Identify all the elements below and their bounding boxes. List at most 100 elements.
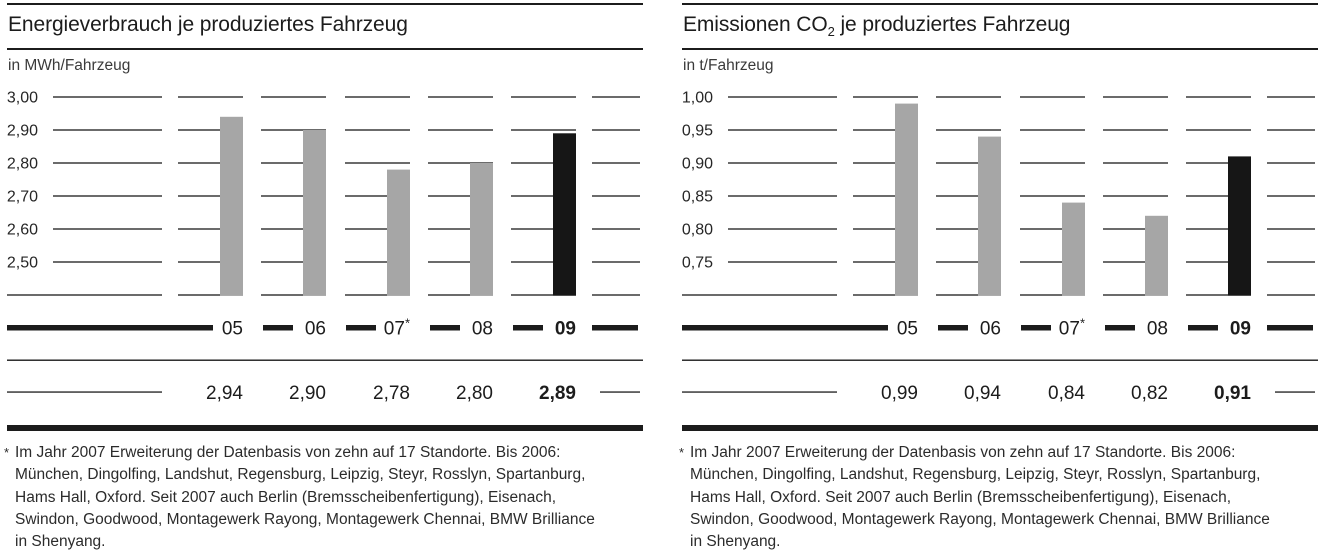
value-row-end-dash [1275, 391, 1315, 393]
y-tick-label: 2,70 [7, 188, 38, 205]
value-label-06: 0,94 [964, 383, 1001, 404]
separator-rule [7, 359, 643, 361]
value-label-09: 2,89 [539, 383, 576, 404]
bar-05 [220, 116, 243, 296]
footnote-top-bar [7, 424, 643, 431]
y-tick-label: 2,60 [7, 221, 38, 238]
year-axis-dash [346, 324, 376, 331]
co2-bar-chart: 1,00 0,95 0,90 0,85 0,80 0,75 05 06 07* 08 09 0,99 0… [682, 89, 1318, 431]
footnote-top-bar [682, 424, 1318, 431]
gridline [728, 261, 1315, 263]
footnote-line: Im Jahr 2007 Erweiterung der Datenbasis … [15, 443, 561, 461]
year-axis-dash [1021, 324, 1051, 331]
year-axis-dash [430, 324, 460, 331]
value-label-09: 0,91 [1214, 383, 1251, 404]
value-label-07: 0,84 [1048, 383, 1085, 404]
year-footnote-marker: * [1080, 315, 1085, 330]
year-axis-lead-line [682, 324, 888, 331]
year-axis-dash [1105, 324, 1135, 331]
year-axis-dash [938, 324, 968, 331]
year-label-05: 05 [897, 318, 918, 339]
footnote-line: München, Dingolfing, Landshut, Regensbur… [15, 466, 586, 484]
value-label-06: 2,90 [289, 383, 326, 404]
y-tick-label: 2,80 [7, 155, 38, 172]
gridline [53, 162, 640, 164]
bar-08 [470, 162, 493, 296]
value-label-07: 2,78 [373, 383, 410, 404]
y-tick-label: 0,85 [682, 188, 713, 205]
year-axis-dash [263, 324, 293, 331]
gridline [728, 228, 1315, 230]
gridline [728, 162, 1315, 164]
year-label-05: 05 [222, 318, 243, 339]
y-tick-label: 3,00 [7, 89, 38, 106]
axis-unit-label: in MWh/Fahrzeug [8, 56, 131, 74]
chart-panel-energy-consumption: Energieverbrauch je produziertes Fahrzeu… [0, 0, 645, 554]
footnote-asterisk: * [4, 444, 10, 460]
value-label-05: 2,94 [206, 383, 243, 404]
value-row-end-dash [600, 391, 640, 393]
value-row-lead-line [682, 391, 837, 393]
y-tick-label: 0,90 [682, 155, 713, 172]
gridline [728, 96, 1315, 98]
footnote-line: Hams Hall, Oxford. Seit 2007 auch Berlin… [15, 488, 557, 506]
value-label-08: 2,80 [456, 383, 493, 404]
axis-baseline [682, 294, 1315, 296]
title-underline [7, 48, 643, 50]
top-rule [682, 3, 1318, 5]
chart-panel-co2-emissions: Emissionen CO2 je produziertes Fahrzeug … [675, 0, 1320, 554]
bar-05 [895, 103, 918, 296]
y-tick-label: 2,50 [7, 254, 38, 271]
energy-bar-chart: 3,00 2,90 2,80 2,70 2,60 2,50 05 06 07* 08 09 2,94 2… [7, 89, 643, 431]
year-axis-dash [513, 324, 543, 331]
y-tick-label: 0,95 [682, 122, 713, 139]
axis-unit-label: in t/Fahrzeug [683, 56, 774, 74]
bar-06 [978, 136, 1001, 296]
year-label-09: 09 [1230, 318, 1251, 339]
title-subscript: 2 [827, 24, 835, 40]
gridline [53, 228, 640, 230]
title-text: Emissionen CO [683, 13, 828, 36]
title-underline [682, 48, 1318, 50]
year-axis-end-dash [1267, 324, 1313, 331]
year-label-08: 08 [1147, 318, 1168, 339]
footnote: * Im Jahr 2007 Erweiterung der Datenbasi… [4, 442, 637, 554]
year-footnote-marker: * [405, 315, 410, 330]
footnote-line: in Shenyang. [690, 533, 781, 551]
footnote-line: Hams Hall, Oxford. Seit 2007 auch Berlin… [690, 488, 1232, 506]
bar-06 [303, 129, 326, 296]
chart-title: Energieverbrauch je produziertes Fahrzeu… [8, 12, 645, 44]
separator-rule [682, 359, 1318, 361]
year-label-09: 09 [555, 318, 576, 339]
year-label-07: 07* [384, 315, 410, 339]
footnote-line: München, Dingolfing, Landshut, Regensbur… [690, 466, 1261, 484]
bar-07 [387, 169, 410, 296]
y-tick-label: 0,75 [682, 254, 713, 271]
year-axis-lead-line [7, 324, 213, 331]
gridline [728, 195, 1315, 197]
year-label-06: 06 [305, 318, 326, 339]
bar-09 [1228, 156, 1251, 296]
axis-baseline [7, 294, 640, 296]
year-label-07: 07* [1059, 315, 1085, 339]
y-tick-label: 2,90 [7, 122, 38, 139]
bar-07 [1062, 202, 1085, 296]
y-tick-label: 1,00 [682, 89, 713, 106]
bar-09 [553, 133, 576, 296]
title-text: Energieverbrauch je produziertes Fahrzeu… [8, 13, 408, 36]
year-label-06: 06 [980, 318, 1001, 339]
gridline [728, 129, 1315, 131]
gridline [53, 129, 640, 131]
chart-title: Emissionen CO2 je produziertes Fahrzeug [683, 12, 1320, 44]
value-label-08: 0,82 [1131, 383, 1168, 404]
y-tick-label: 0,80 [682, 221, 713, 238]
gridline [53, 261, 640, 263]
bar-08 [1145, 215, 1168, 296]
top-rule [7, 3, 643, 5]
value-row-lead-line [7, 391, 162, 393]
gridline [53, 96, 640, 98]
gridline [53, 195, 640, 197]
footnote-asterisk: * [679, 444, 685, 460]
year-axis-dash [1188, 324, 1218, 331]
